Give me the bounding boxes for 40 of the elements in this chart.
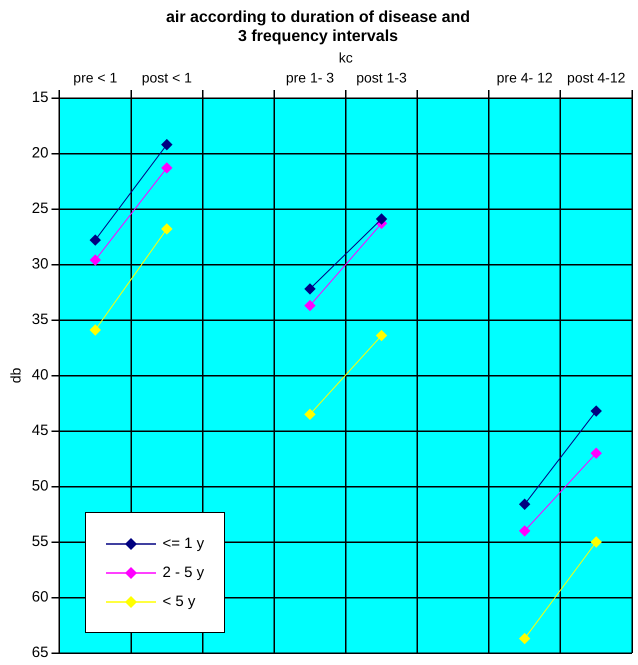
- x-tick-label: post 1-3: [356, 69, 408, 86]
- y-tick-label: 25: [32, 200, 48, 218]
- y-tick-label: 30: [32, 256, 48, 273]
- x-axis-title: kc: [338, 50, 353, 66]
- y-tick-label: 40: [32, 366, 48, 384]
- point: [590, 448, 602, 459]
- point: [161, 223, 172, 234]
- y-tick-label: 45: [32, 422, 48, 440]
- point: [376, 213, 388, 224]
- y-tick-label: 65: [32, 644, 48, 662]
- x-tick-label: pre < 1: [73, 69, 118, 86]
- x-tick-label: pre 4- 12: [496, 69, 553, 86]
- point: [590, 536, 602, 548]
- legend-label: 2 - 5 y: [162, 564, 204, 581]
- point: [90, 324, 101, 336]
- point: [161, 162, 172, 174]
- point: [304, 408, 316, 420]
- x-tick-label: pre 1- 3: [286, 69, 334, 86]
- point: [90, 254, 101, 266]
- legend-label: <= 1 y: [162, 535, 204, 552]
- point: [161, 139, 172, 150]
- y-tick-label: 35: [32, 311, 48, 328]
- y-tick-label: 55: [32, 533, 48, 550]
- chart-title: air according to duration of disease and 3 frequency intervals: [166, 9, 470, 46]
- x-tick-label: post 4-12: [567, 69, 626, 86]
- y-tick-label: 15: [32, 89, 48, 106]
- y-axis-title: db: [7, 368, 24, 384]
- point: [304, 300, 316, 312]
- y-tick-label: 20: [32, 144, 48, 162]
- point: [519, 498, 530, 510]
- y-tick-label: 60: [32, 588, 48, 606]
- point: [304, 283, 316, 294]
- point: [519, 525, 530, 536]
- y-tick-label: 50: [32, 478, 48, 495]
- legend-label: < 5 y: [162, 593, 196, 610]
- point: [590, 406, 602, 417]
- point: [90, 234, 101, 246]
- point: [519, 633, 530, 644]
- point: [376, 330, 388, 342]
- x-tick-label: post < 1: [142, 69, 192, 86]
